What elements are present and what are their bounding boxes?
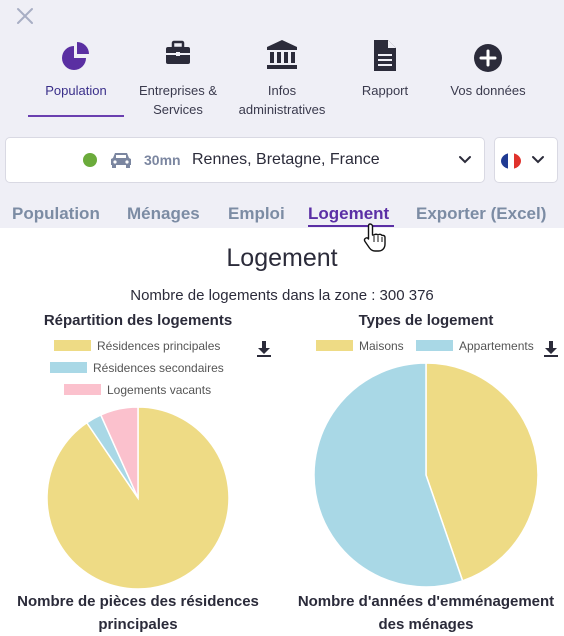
institution-icon: [267, 40, 297, 69]
chart-title: Répartition des logements: [43, 312, 233, 329]
legend-swatch: [54, 340, 91, 351]
legend-swatch: [416, 340, 453, 351]
hand-cursor-icon: [363, 223, 386, 252]
nav-item-vos-donnees[interactable]: Vos données: [440, 38, 536, 100]
tab-emploi[interactable]: Emploi: [228, 204, 285, 223]
download-icon[interactable]: [255, 340, 273, 358]
legend-item[interactable]: Résidences principales: [54, 339, 220, 353]
nav-active-indicator: [28, 115, 124, 117]
page-title: Logement: [226, 244, 338, 272]
nav-label: Entreprises & Services: [138, 83, 218, 117]
pie-slice-logements-vacants[interactable]: [99, 406, 139, 499]
tab-logement[interactable]: Logement: [308, 204, 390, 223]
top-bar: [0, 0, 564, 228]
nav-item-entreprises[interactable]: Entreprises & Services: [130, 38, 226, 119]
legend-swatch: [50, 362, 87, 373]
language-select[interactable]: [494, 137, 558, 183]
legend-swatch: [316, 340, 353, 351]
nav-item-population[interactable]: Population: [28, 38, 124, 100]
document-icon: [374, 40, 396, 71]
nav-label: Vos données: [450, 83, 526, 98]
legend-item[interactable]: Appartements: [416, 339, 534, 353]
page-subtitle: Nombre de logements dans la zone : 300 3…: [130, 287, 434, 304]
chevron-down-icon: [459, 156, 471, 164]
location-select[interactable]: 30mn Rennes, Bretagne, France: [5, 137, 485, 183]
pie-chart-repartition: [46, 406, 230, 590]
pie-slice-maisons[interactable]: [425, 362, 539, 582]
legend-label: Appartements: [459, 339, 534, 353]
legend-item[interactable]: Résidences secondaires: [50, 361, 224, 375]
tab-active-indicator: [308, 225, 394, 227]
nav-item-rapport[interactable]: Rapport: [345, 38, 425, 100]
legend-label: Logements vacants: [107, 383, 212, 397]
pie-chart-icon: [62, 42, 89, 70]
legend-item[interactable]: Maisons: [316, 339, 404, 353]
chevron-down-icon: [532, 156, 544, 164]
legend-label: Maisons: [359, 339, 404, 353]
chart-title: Types de logement: [358, 312, 494, 329]
nav-item-infos[interactable]: Infos administratives: [231, 38, 333, 119]
tab-menages[interactable]: Ménages: [127, 204, 200, 223]
tab-exporter-excel[interactable]: Exporter (Excel): [416, 204, 547, 223]
tab-population[interactable]: Population: [12, 204, 100, 223]
nav-label: Rapport: [361, 83, 409, 98]
nav-label: Population: [45, 83, 107, 98]
location-name: Rennes, Bretagne, France: [192, 151, 380, 168]
car-icon: [111, 153, 131, 168]
travel-time: 30mn: [144, 152, 181, 168]
legend-swatch: [64, 384, 101, 395]
chart-title-pieces: Nombre de pièces des résidences principa…: [17, 593, 259, 633]
status-dot: [83, 153, 97, 167]
pie-chart-types: [313, 362, 539, 588]
legend-label: Résidences secondaires: [93, 361, 224, 375]
french-flag-icon: [501, 153, 521, 169]
briefcase-icon: [166, 40, 190, 64]
legend-item[interactable]: Logements vacants: [64, 383, 211, 397]
chart-title-emmenagement: Nombre d'années d'emménagement des ménag…: [297, 593, 555, 633]
pie-slice-appartements[interactable]: [313, 362, 464, 588]
close-icon[interactable]: [14, 5, 36, 27]
download-icon[interactable]: [542, 340, 560, 358]
plus-circle-icon: [474, 44, 502, 72]
legend-label: Résidences principales: [97, 339, 221, 353]
nav-label: Infos administratives: [238, 83, 326, 117]
